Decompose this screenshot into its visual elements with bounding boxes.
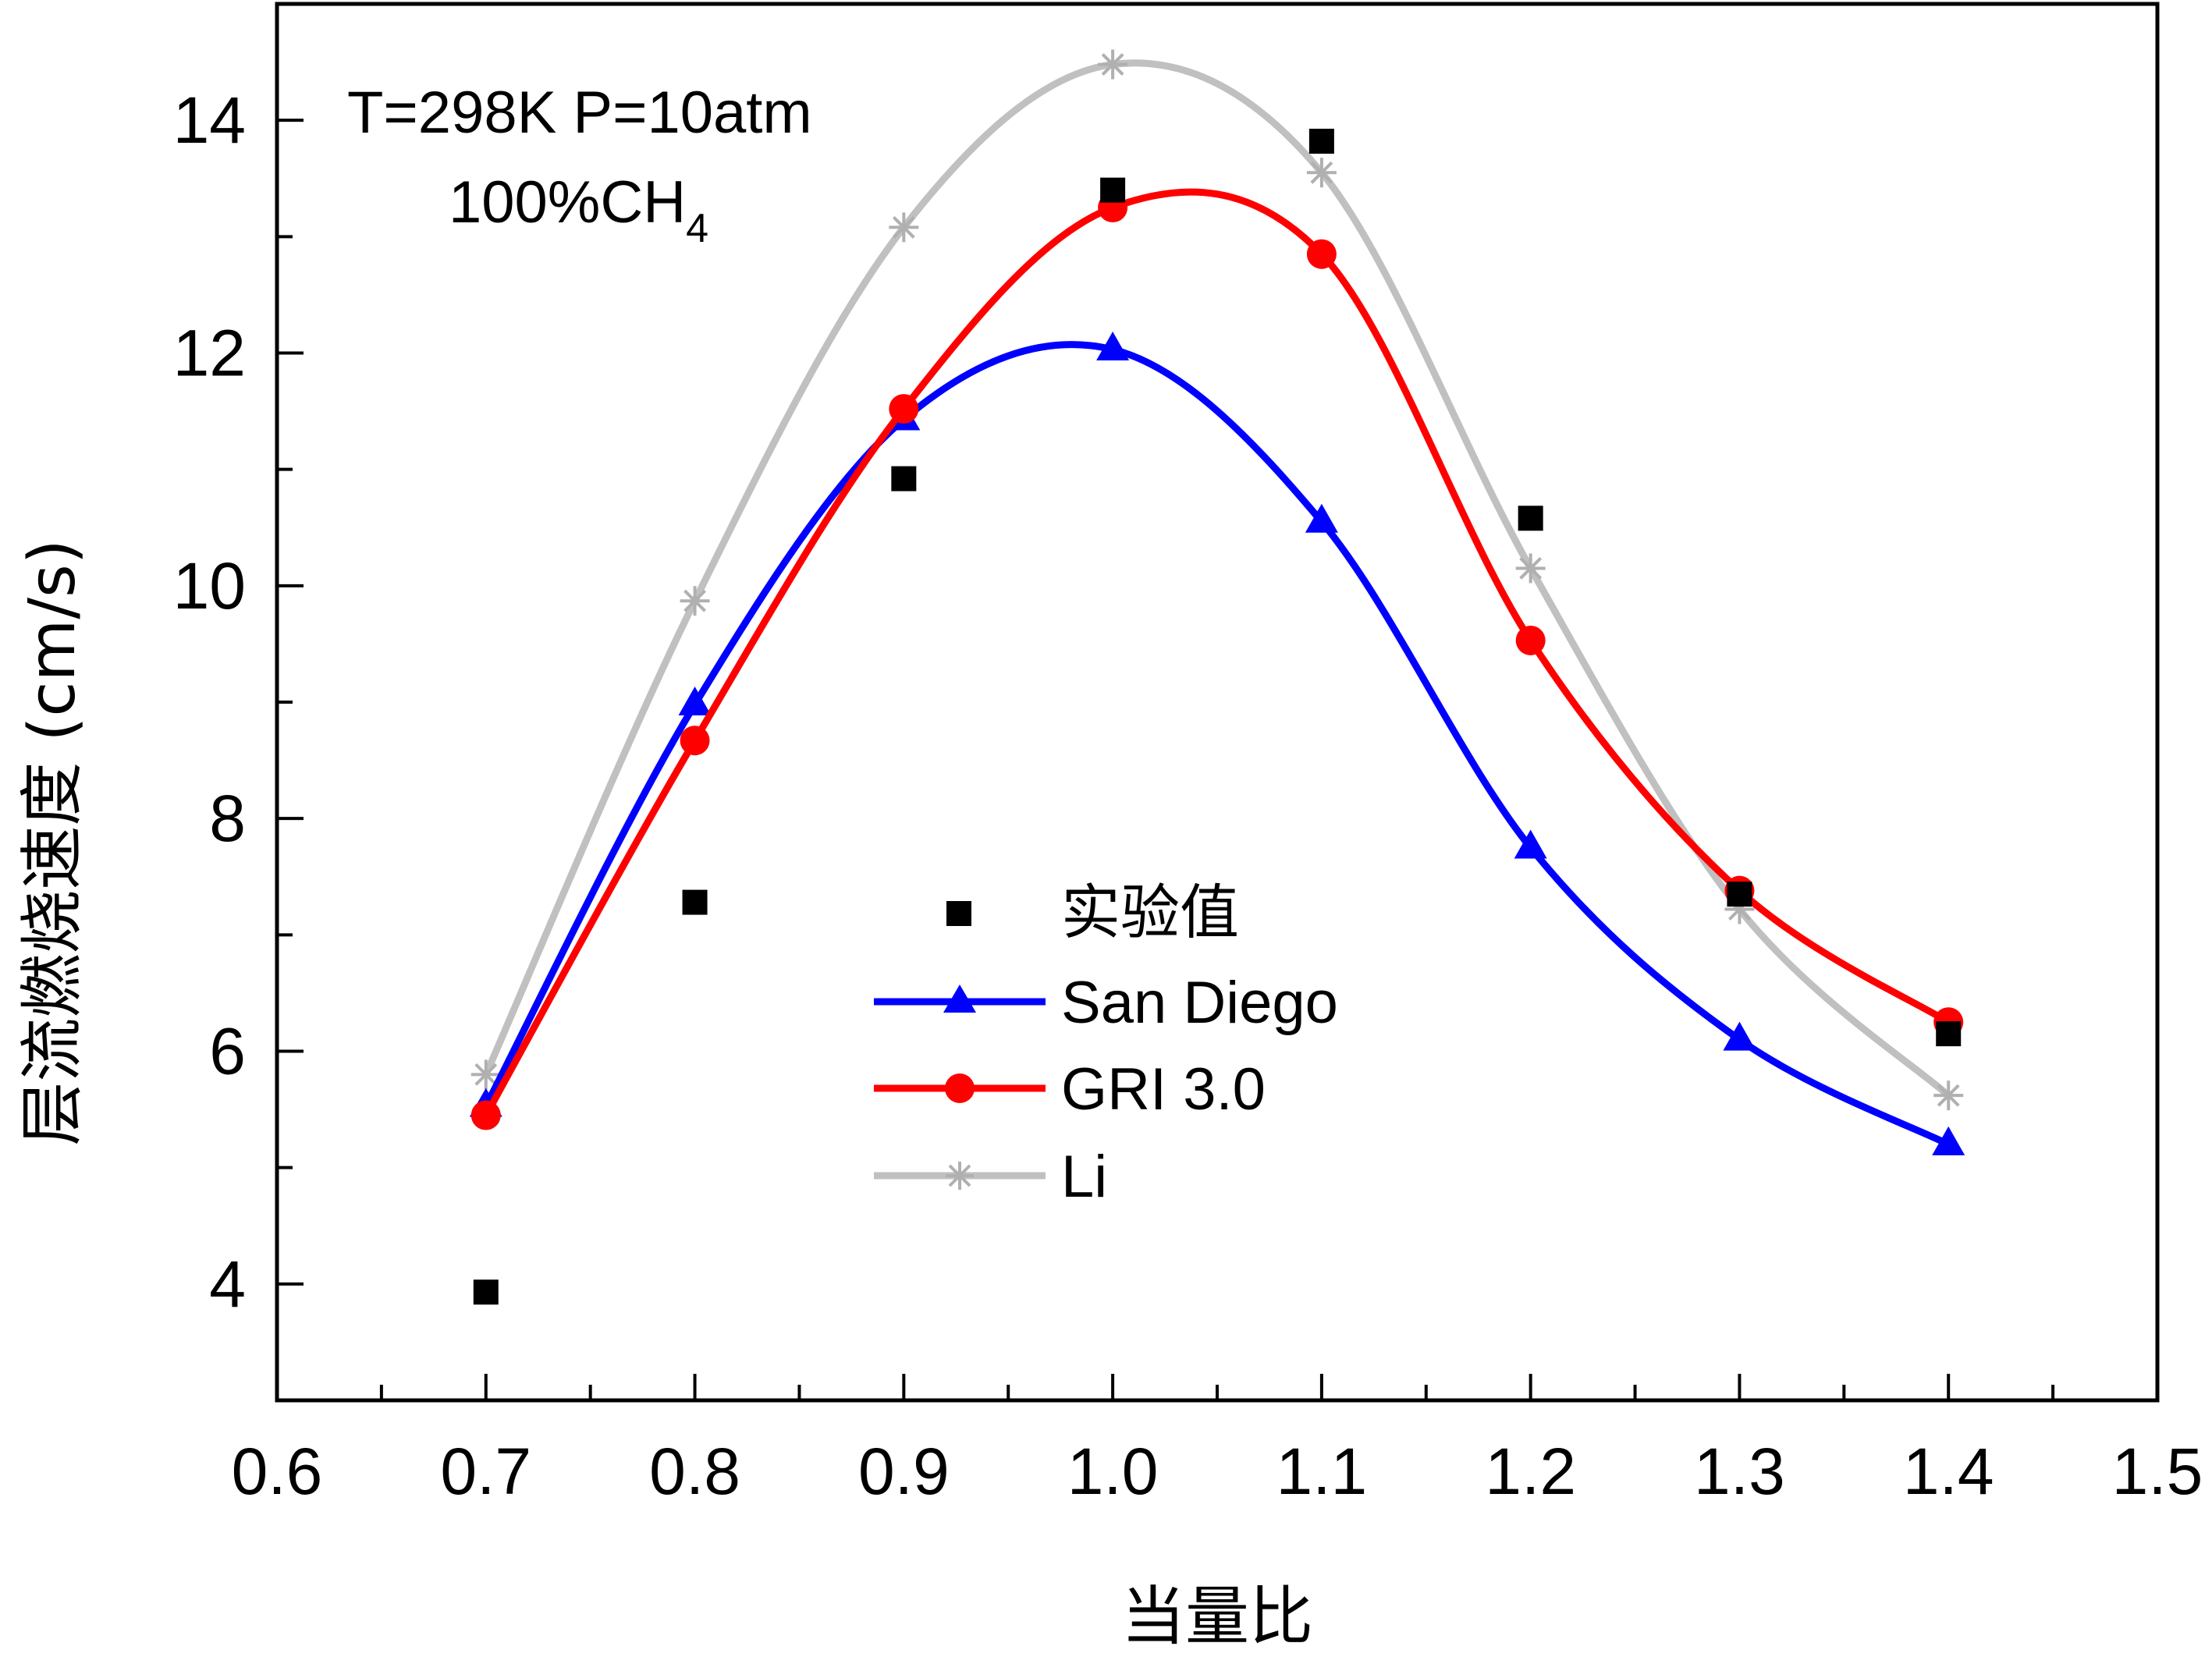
legend-marker-asterisk [946,1162,974,1190]
data-point-square [1100,177,1126,203]
data-point-square [682,889,708,915]
data-point-asterisk [1306,158,1337,188]
data-point-asterisk [889,212,919,243]
data-point-asterisk [1933,1080,1964,1111]
legend-marker-square [946,901,971,926]
data-point-circle [1306,239,1337,269]
data-point-square [1308,129,1334,154]
x-tick-label: 1.1 [1276,1435,1367,1508]
y-tick-label: 8 [209,782,246,855]
data-point-circle [680,726,710,756]
data-point-triangle [1096,332,1130,361]
legend-marker-circle [945,1073,975,1103]
annotation-line1: T=298K P=10atm [347,80,812,146]
legend-label: San Diego [1061,970,1338,1036]
data-point-asterisk [470,1059,501,1090]
series-layer [469,49,1965,1305]
legend-label: GRI 3.0 [1061,1056,1266,1123]
x-tick-label: 1.5 [2112,1435,2203,1508]
data-point-square [473,1279,499,1305]
x-tick-label: 0.7 [440,1435,531,1508]
x-tick-label: 1.3 [1694,1435,1785,1508]
data-point-triangle [1932,1126,1965,1155]
ticks-layer: 0.6 0.7 0.8 0.9 1.0 1.1 1.2 1.3 1.4 1.5 4 6 8 10 12 14 [173,2,2203,1508]
data-point-asterisk [1515,553,1546,584]
y-tick-label: 4 [209,1247,246,1321]
legend-entry-san-diego: San Diego [874,970,1338,1036]
series-square [473,129,1962,1305]
data-point-triangle [1305,503,1338,533]
x-tick-label: 0.9 [858,1435,950,1508]
data-point-square [1936,1021,1962,1047]
data-point-asterisk [680,586,710,616]
data-point-circle [470,1100,501,1130]
annotation-line2-sub: 4 [686,206,708,251]
legend-entry-li: Li [874,1144,1107,1210]
data-point-square [891,466,917,491]
x-tick-label: 0.8 [649,1435,740,1508]
legend: 实验值 San Diego GRI 3.0 Li [874,880,1338,1210]
legend-marker-triangle [943,985,976,1013]
x-tick-label: 1.2 [1485,1435,1576,1508]
y-axis-title: 层流燃烧速度 (cm/s) [16,539,90,1145]
y-tick-label: 14 [173,83,246,157]
data-point-triangle [1723,1021,1756,1051]
annotation-line2: 100%CH4 [449,169,708,251]
y-tick-label: 6 [209,1015,246,1088]
y-tick-label: 10 [173,549,246,623]
data-point-triangle [1514,829,1547,859]
x-tick-label: 1.4 [1903,1435,1994,1508]
data-point-circle [1515,625,1546,655]
plot-frame [275,2,2160,1403]
legend-label: Li [1061,1144,1107,1210]
x-axis-title: 当量比 [1121,1580,1313,1654]
y-tick-label: 12 [173,317,246,390]
annotation-line2-main: 100%CH [449,169,686,236]
legend-entry-gri: GRI 3.0 [874,1056,1266,1123]
data-point-triangle [678,686,712,715]
data-point-asterisk [1098,49,1128,80]
legend-label: 实验值 [1061,880,1239,946]
data-point-square [1518,506,1543,531]
data-point-circle [889,394,919,424]
x-tick-label: 0.6 [232,1435,323,1508]
condition-annotation: T=298K P=10atm 100%CH4 [347,80,812,251]
legend-entry-experiment: 实验值 [946,880,1239,946]
data-point-square [1727,882,1752,907]
x-tick-label: 1.0 [1067,1435,1159,1508]
